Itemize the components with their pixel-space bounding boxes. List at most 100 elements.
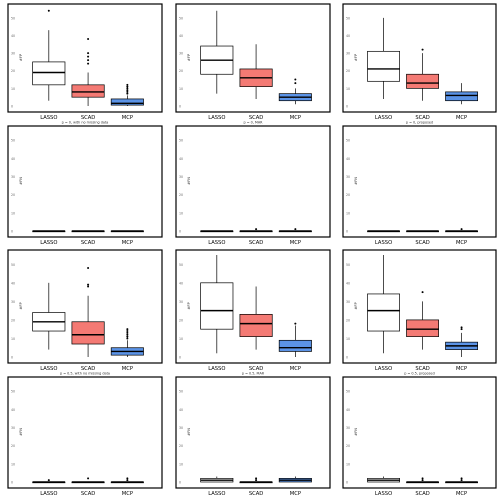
outlier-point [460,326,463,329]
iqr-box [71,84,105,98]
box-mcp [110,83,144,106]
y-tick-label: 40 [179,157,183,161]
y-tick-label: 20 [346,69,350,73]
y-tick-label: 0 [346,481,348,485]
y-tick-label: 40 [346,157,350,161]
outlier-point [126,335,129,338]
outlier-point [460,477,463,480]
category-label: SCAD [249,491,263,497]
box-scad [406,477,439,484]
box-mcp [278,476,312,483]
y-tick-label: 30 [11,426,15,430]
outlier-point [294,322,297,325]
category-label: MCP [456,491,467,497]
y-tick-label: 30 [11,300,15,304]
y-tick-label: 20 [179,193,183,197]
y-tick-label: 30 [179,175,183,179]
category-label: LASSO [40,240,57,246]
category-label: LASSO [40,366,57,372]
box-scad [71,230,105,233]
box-scad [71,477,105,484]
y-tick-label: 10 [11,211,15,215]
outlier-point [126,83,129,86]
y-tick-label: 0 [179,230,181,234]
y-tick-label: 40 [11,281,15,285]
y-tick-label: 0 [179,105,181,109]
panel-frame [342,3,497,113]
panel-caption: p = 0.5, proposed [404,372,434,376]
y-tick-label: 40 [346,34,350,38]
iqr-box [200,282,234,330]
outlier-point [126,89,129,92]
outlier-point [126,333,129,336]
y-tick-label: 20 [346,444,350,448]
outlier-point [294,78,297,81]
panel-11: 0 10 20 30 40 50 #FN LASSO SCAD MCP [175,376,331,497]
y-tick-label: 50 [179,139,183,143]
box-lasso [367,230,400,233]
y-tick-label: 50 [179,263,183,267]
box-scad [239,228,273,233]
y-axis-label: #FP [19,53,23,61]
y-tick-label: 10 [179,337,183,341]
y-axis-label: #FN [19,177,23,185]
category-label: SCAD [249,240,263,246]
box-mcp [445,326,478,357]
y-tick-label: 10 [346,462,350,466]
box-mcp [110,328,144,357]
outlier-point [126,331,129,334]
outlier-point [421,291,424,294]
panel-6: 0 10 20 30 40 50 #FN LASSO SCAD MCP [342,125,497,246]
box-lasso [367,255,400,354]
box-mcp [445,477,478,484]
category-label: MCP [456,366,467,372]
outlier-point [421,48,424,51]
outlier-point [87,266,90,269]
category-label: SCAD [81,115,95,121]
y-tick-label: 30 [179,52,183,56]
panel-frame [175,3,331,113]
box-scad [71,266,105,357]
y-axis-label: #FP [354,302,358,310]
outlier-point [87,52,90,55]
y-tick-label: 30 [346,175,350,179]
iqr-box [278,339,312,352]
box-scad [406,48,439,101]
y-tick-label: 30 [346,426,350,430]
y-tick-label: 10 [346,87,350,91]
category-label: SCAD [81,366,95,372]
y-axis-label: #FP [187,53,191,61]
category-label: SCAD [415,491,429,497]
box-lasso [367,17,400,99]
y-tick-label: 50 [346,263,350,267]
y-tick-label: 30 [179,300,183,304]
iqr-box [239,313,273,337]
panel-caption: p = 0.5, with no missing data [60,372,110,376]
outlier-point [421,477,424,480]
box-mcp [278,228,312,233]
outlier-point [87,283,90,286]
category-label: LASSO [208,366,225,372]
category-label: LASSO [375,366,392,372]
panel-frame [7,249,163,364]
y-tick-label: 50 [11,263,15,267]
y-tick-label: 30 [346,300,350,304]
y-tick-label: 50 [11,16,15,20]
y-tick-label: 40 [11,408,15,412]
iqr-box [71,321,105,345]
panel-caption: p = 0, MAR [243,121,263,125]
y-tick-label: 50 [11,139,15,143]
category-label: SCAD [415,240,429,246]
box-mcp [110,230,144,233]
panel-7: 0 10 20 30 40 50 #FP LASSO SCAD MCP p = 0.5, with … [7,249,163,376]
y-tick-label: 0 [346,230,348,234]
box-mcp [445,228,478,233]
y-tick-label: 0 [11,105,13,109]
box-scad [239,44,273,99]
y-tick-label: 40 [346,408,350,412]
outlier-point [255,477,258,480]
panel-2: 0 10 20 30 40 50 #FP LASSO SCAD MCP p = 0, MAR [175,3,331,125]
outlier-point [294,228,297,231]
outlier-point [460,228,463,231]
